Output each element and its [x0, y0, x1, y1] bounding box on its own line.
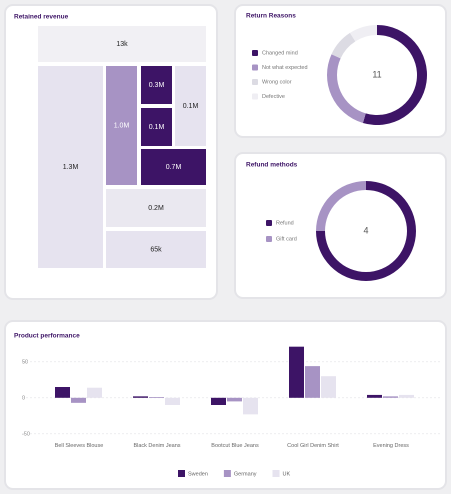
legend-label: Sweden	[188, 471, 208, 477]
tile-label: 13k	[116, 41, 128, 48]
treemap-tile	[106, 189, 206, 227]
bar	[149, 397, 164, 398]
treemap-tile	[106, 231, 206, 268]
card-title: Retained revenue	[14, 14, 69, 21]
donut-segment	[349, 25, 377, 42]
treemap-tile	[141, 66, 172, 104]
legend-swatch	[178, 470, 185, 477]
bar	[165, 397, 180, 405]
tile-label: 0.1M	[183, 103, 199, 110]
legend-label: Not what expected	[262, 65, 308, 71]
donut-segment	[362, 25, 427, 125]
tile-label: 0.7M	[166, 164, 182, 171]
legend-swatch	[252, 64, 258, 71]
x-tick-label: Evening Dress	[373, 443, 409, 449]
donut-segment	[316, 181, 366, 231]
x-tick-label: Bell Sleeves Blouse	[54, 443, 104, 449]
legend-label: UK	[283, 471, 291, 477]
legend-label: Defective	[262, 94, 285, 100]
x-tick-label: Black Denim Jeans	[133, 443, 181, 449]
legend-swatch	[252, 79, 258, 85]
legend-swatch	[252, 93, 258, 100]
bar	[289, 346, 304, 398]
legend-swatch	[266, 236, 272, 242]
legend-swatch	[252, 50, 258, 56]
card	[234, 4, 447, 138]
treemap-tile	[141, 149, 206, 185]
treemap-tile	[175, 66, 206, 146]
legend-label: Gift card	[276, 236, 297, 242]
x-tick-label: Bootcut Blue Jeans	[211, 443, 259, 449]
bar	[133, 396, 148, 398]
card-title: Return Reasons	[246, 13, 296, 20]
legend-swatch	[272, 470, 280, 477]
legend-label: Germany	[234, 471, 257, 477]
donut-total: 11	[372, 69, 381, 79]
bar	[71, 397, 86, 403]
legend-label: Changed mind	[262, 50, 298, 56]
tile-label: 0.1M	[149, 124, 165, 131]
x-tick-label: Cool Girl Denim Shirt	[287, 443, 339, 449]
treemap-tile	[38, 66, 103, 268]
card-title: Product performance	[14, 333, 80, 340]
y-tick-label: 50	[22, 359, 28, 365]
y-tick-label: -50	[22, 431, 30, 437]
tile-label: 1.0M	[114, 122, 130, 129]
bar	[55, 387, 70, 398]
bar	[305, 366, 320, 398]
bar	[87, 387, 102, 398]
bar	[367, 394, 382, 398]
tile-label: 65k	[150, 246, 162, 253]
bar	[321, 376, 336, 398]
tile-label: 0.2M	[148, 205, 164, 212]
y-tick-label: 0	[22, 395, 25, 401]
treemap-tile	[141, 108, 172, 146]
donut-segment	[331, 32, 356, 59]
donut-total: 4	[363, 225, 368, 235]
treemap-tile	[38, 26, 206, 62]
bar	[383, 396, 398, 398]
bar	[211, 397, 226, 405]
tile-label: 0.3M	[149, 82, 165, 89]
legend-swatch	[266, 220, 272, 226]
treemap-tile	[106, 66, 137, 185]
legend-label: Refund	[276, 220, 294, 226]
bar	[399, 394, 414, 398]
card-title: Refund methods	[246, 162, 298, 169]
legend-label: Wrong color	[262, 79, 292, 85]
tile-label: 1.3M	[63, 164, 79, 171]
legend-swatch	[223, 470, 231, 477]
donut-segment	[327, 54, 366, 123]
bar	[227, 397, 242, 402]
bar	[243, 397, 258, 415]
